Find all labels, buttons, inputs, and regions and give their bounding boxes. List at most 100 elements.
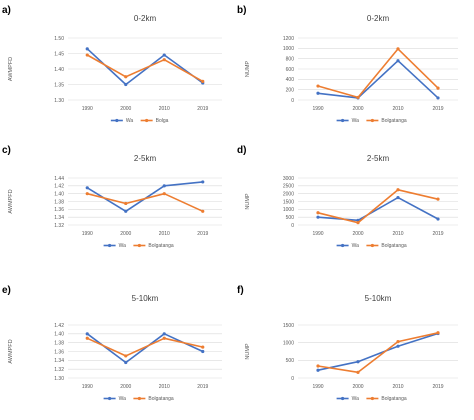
y-tick-label: 800 <box>286 56 295 62</box>
legend-marker-wa <box>108 396 112 401</box>
chart-title: 0-2km <box>134 14 157 23</box>
data-point-bolgatanga <box>201 209 205 213</box>
y-axis-title: NUMP <box>245 61 251 78</box>
data-point-bolgatanga <box>316 364 320 368</box>
y-tick-label: 1.32 <box>54 223 64 229</box>
x-tick-label: 2019 <box>432 384 443 390</box>
legend-label: Wa <box>352 243 360 249</box>
series-line-wa <box>86 332 204 364</box>
chart-title: 5-10km <box>365 294 392 303</box>
chart-panel-c: c) 2-5km 1.32 1.34 1.36 1.38 1.401.42 1.44 AWMPF… <box>2 145 222 249</box>
panel-letter: c) <box>2 145 11 156</box>
data-point-bolgatanga <box>436 86 440 90</box>
x-tick-label: 2019 <box>197 384 208 390</box>
legend-label: Bolgatanga <box>148 396 174 402</box>
x-tick-label: 2000 <box>120 384 131 390</box>
y-tick-label: 1.38 <box>54 340 64 346</box>
x-tick-label: 2000 <box>352 384 363 390</box>
y-tick-label: 1200 <box>283 36 294 42</box>
data-point-bolgatanga <box>85 192 89 196</box>
series-line-bolgatanga <box>86 337 203 357</box>
chart-panel-f: f) 5-10km 0 500 1000 1500 NUMP 1990 2000 2010 2019… <box>237 285 458 402</box>
data-point-wa <box>124 209 128 213</box>
y-tick-label: 600 <box>286 67 295 73</box>
y-tick-label: 1000 <box>283 207 294 213</box>
data-point-bolgatanga <box>316 211 320 215</box>
data-point-wa <box>85 186 89 190</box>
panel-letter: a) <box>2 5 11 16</box>
series-line-bolga <box>86 54 204 83</box>
data-point-bolgatanga <box>436 197 440 201</box>
data-point-wa <box>436 96 440 100</box>
chart-panel-a: a) 0-2km 1.30 1.35 1.40 1.45 1.50 AWMPFD 1990 200… <box>2 5 222 124</box>
x-tick-label: 1990 <box>312 384 323 390</box>
x-tick-label: 2019 <box>197 106 208 112</box>
legend-marker-wa <box>115 118 119 123</box>
data-point-wa <box>124 360 128 365</box>
y-tick-label: 1.34 <box>54 358 64 364</box>
data-point-bolgatanga <box>124 354 128 358</box>
legend-label: Bolgatanga <box>381 396 407 402</box>
y-tick-label: 2500 <box>283 184 294 190</box>
data-point-wa <box>201 180 205 184</box>
panel-letter: d) <box>237 145 246 156</box>
legend-label: Bolgatanga <box>148 243 174 249</box>
x-tick-label: 2010 <box>392 106 403 112</box>
data-point-bolgatanga <box>356 95 360 100</box>
data-point-wa <box>85 332 89 336</box>
series-line-wa <box>86 48 204 86</box>
legend-label: Wa <box>352 118 360 124</box>
y-tick-label: 1.45 <box>54 51 64 57</box>
y-tick-label: 1.42 <box>54 323 64 329</box>
data-point-wa <box>162 53 166 57</box>
y-tick-label: 1000 <box>283 340 294 346</box>
legend-marker-bolga <box>145 118 149 123</box>
x-tick-label: 2010 <box>159 106 170 112</box>
data-point-wa <box>316 91 320 95</box>
legend-marker-bolgatanga <box>370 243 374 248</box>
x-tick-label: 2000 <box>120 231 131 237</box>
data-point-bolga <box>85 53 89 57</box>
y-tick-label: 0 <box>291 376 294 382</box>
x-tick-label: 2000 <box>352 106 363 112</box>
x-tick-label: 2010 <box>159 231 170 237</box>
x-tick-label: 2010 <box>392 231 403 237</box>
series-line-bolgatanga <box>317 189 439 224</box>
data-point-wa <box>85 47 89 51</box>
legend-label: Wa <box>126 118 134 124</box>
y-tick-label: 1000 <box>283 46 294 52</box>
x-tick-label: 2010 <box>159 384 170 390</box>
x-tick-label: 1990 <box>82 106 93 112</box>
y-tick-label: 0 <box>291 223 294 229</box>
y-tick-label: 1.40 <box>54 191 64 197</box>
x-tick-label: 2019 <box>432 231 443 237</box>
y-tick-label: 1.30 <box>54 376 64 382</box>
y-axis-title: NUMP <box>245 343 251 360</box>
data-point-bolga <box>124 75 128 79</box>
legend-marker-wa <box>108 243 112 248</box>
chart-title: 2-5km <box>134 154 157 163</box>
data-point-bolgatanga <box>396 340 400 344</box>
y-axis-title: NUMP <box>245 193 251 210</box>
y-tick-label: 1.30 <box>54 98 64 104</box>
chart-panel-b: b) 0-2km 0 200 400 600 800 1000 1200 NUMP 1990 2000… <box>237 5 458 124</box>
legend-marker-bolgatanga <box>137 396 141 401</box>
data-point-wa <box>396 344 400 348</box>
data-point-bolgatanga <box>162 192 166 196</box>
data-point-bolgatanga <box>356 221 360 225</box>
y-tick-label: 0 <box>291 98 294 104</box>
legend-marker-bolgatanga <box>370 118 374 123</box>
legend-marker-wa <box>341 396 345 401</box>
x-tick-label: 1990 <box>312 231 323 237</box>
y-tick-label: 400 <box>286 77 295 83</box>
legend-label: Wa <box>119 396 127 402</box>
x-tick-label: 2000 <box>352 231 363 237</box>
panel-letter: e) <box>2 285 11 296</box>
data-point-bolgatanga <box>356 370 360 374</box>
series-line-wa <box>317 59 439 99</box>
y-tick-label: 3000 <box>283 176 294 182</box>
data-point-bolgatanga <box>436 331 440 335</box>
y-axis-title: AWMPFD <box>8 57 14 81</box>
data-point-wa <box>162 332 166 336</box>
